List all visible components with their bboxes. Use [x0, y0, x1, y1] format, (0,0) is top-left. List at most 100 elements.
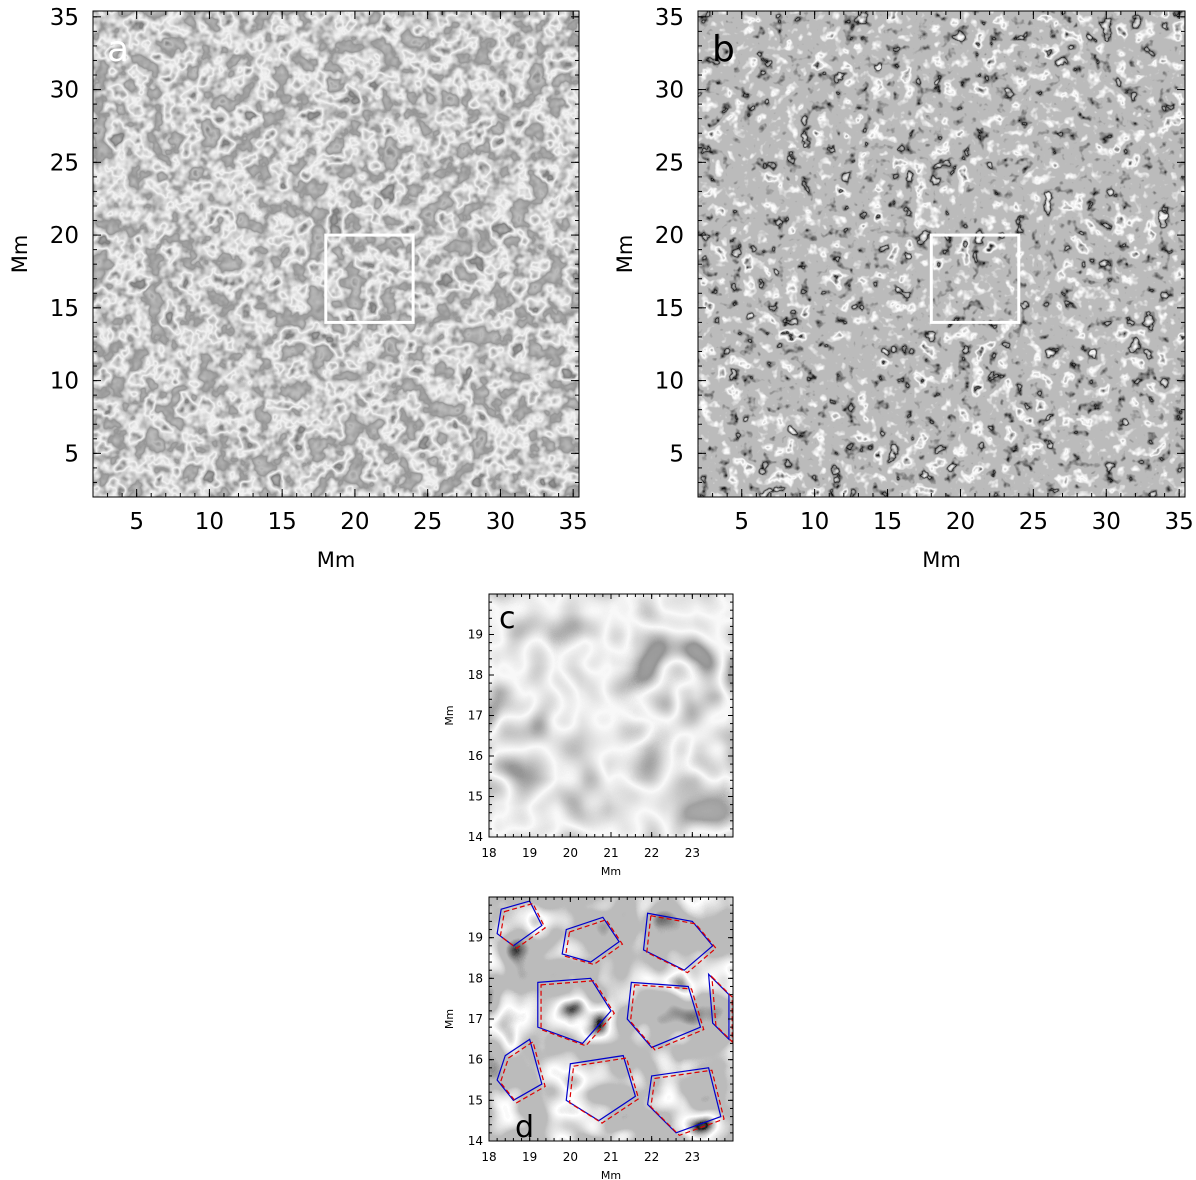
y-tick-label: 16	[468, 1053, 483, 1067]
x-tick-label: 10	[195, 509, 224, 535]
panel-d: 18 19 20 21 22 23 14 15 16 17 18 19 Mm Mm d	[443, 896, 734, 1180]
y-tick-label: 30	[50, 78, 79, 104]
y-tick-label: 14	[468, 1134, 483, 1148]
contour-solid	[561, 916, 620, 963]
panel-c-image	[489, 594, 733, 837]
x-tick-label: 20	[340, 509, 369, 535]
contour-dashed	[540, 980, 615, 1047]
panel-b-axes: 5 10 15 20 25 30 35 5 10 15 20 25 30 35	[655, 5, 1194, 535]
contour-solid	[537, 977, 612, 1045]
zoom-region-box	[929, 233, 1021, 324]
y-tick-label: 18	[468, 971, 483, 985]
panels-layer: 5 10 15 20 25 30 35 5 10 15 20 25 30 35 Mm Mm a 5 10 15 20 25…	[8, 5, 1194, 1180]
panel-b-image	[698, 11, 1185, 497]
y-tick-label: 17	[468, 1012, 483, 1026]
x-tick-label: 35	[559, 509, 588, 535]
x-tick-label: 25	[1019, 509, 1048, 535]
y-tick-label: 15	[50, 296, 79, 322]
y-tick-label: 5	[64, 441, 79, 467]
panel-a-frame	[92, 10, 580, 498]
x-tick-label: 19	[522, 1150, 537, 1164]
panel-c-axes: 18 19 20 21 22 23 14 15 16 17 18 19	[468, 593, 734, 860]
panel-a-axes: 5 10 15 20 25 30 35 5 10 15 20 25 30 35	[50, 5, 588, 535]
y-axis-label: Mm	[613, 235, 637, 274]
contour-solid	[642, 912, 714, 971]
y-tick-label: 18	[468, 668, 483, 682]
x-tick-label: 23	[685, 846, 700, 860]
y-tick-label: 14	[468, 830, 483, 844]
y-tick-label: 35	[50, 5, 79, 31]
contour-solid	[565, 1054, 637, 1122]
panel-letter: d	[515, 1110, 534, 1145]
x-tick-label: 5	[734, 509, 749, 535]
x-tick-label: 25	[413, 509, 442, 535]
y-tick-label: 10	[50, 369, 79, 395]
x-tick-label: 22	[644, 1150, 659, 1164]
y-axis-label: Mm	[8, 235, 32, 274]
contour-dashed	[711, 975, 733, 1044]
panel-a-image	[93, 11, 579, 497]
y-tick-label: 19	[468, 931, 483, 945]
panel-b: 5 10 15 20 25 30 35 5 10 15 20 25 30 35 Mm Mm b	[613, 5, 1194, 572]
panel-d-image	[489, 897, 733, 1141]
y-tick-label: 17	[468, 709, 483, 723]
x-tick-label: 19	[522, 846, 537, 860]
x-tick-label: 20	[563, 1150, 578, 1164]
x-tick-label: 22	[644, 846, 659, 860]
x-tick-label: 5	[129, 509, 144, 535]
panel-a: 5 10 15 20 25 30 35 5 10 15 20 25 30 35 Mm Mm a	[8, 5, 588, 572]
panel-d-axes: 18 19 20 21 22 23 14 15 16 17 18 19	[468, 896, 734, 1164]
x-axis-label: Mm	[317, 548, 356, 572]
x-tick-label: 23	[685, 1150, 700, 1164]
contour-dashed	[629, 984, 705, 1051]
y-tick-label: 35	[655, 5, 684, 31]
contour-solid	[626, 981, 702, 1049]
x-axis-label: Mm	[601, 865, 621, 878]
panel-b-frame	[697, 10, 1186, 498]
y-tick-label: 16	[468, 749, 483, 763]
y-tick-label: 15	[468, 1093, 483, 1107]
contour-dashed	[650, 1069, 725, 1137]
x-tick-label: 10	[800, 509, 829, 535]
contour-solid	[496, 1038, 543, 1102]
contour-dashed	[568, 1057, 640, 1124]
y-tick-label: 15	[655, 296, 684, 322]
y-tick-label: 5	[669, 441, 684, 467]
contour-dashed	[499, 902, 546, 949]
x-tick-label: 15	[268, 509, 297, 535]
panel-c: 18 19 20 21 22 23 14 15 16 17 18 19 Mm Mm c	[443, 593, 734, 878]
y-tick-label: 30	[655, 78, 684, 104]
panel-letter: a	[107, 29, 129, 70]
panel-letter: b	[712, 29, 735, 70]
x-tick-label: 18	[481, 1150, 496, 1164]
x-tick-label: 21	[603, 1150, 618, 1164]
contour-lines	[496, 900, 733, 1137]
y-tick-label: 25	[50, 150, 79, 176]
x-axis-label: Mm	[922, 548, 961, 572]
x-tick-label: 18	[481, 846, 496, 860]
contour-solid	[646, 1067, 722, 1134]
x-tick-label: 15	[873, 509, 902, 535]
y-axis-label: Mm	[443, 1009, 456, 1029]
contour-dashed	[499, 1040, 546, 1104]
y-tick-label: 20	[50, 223, 79, 249]
contour-solid	[496, 900, 543, 947]
y-tick-label: 20	[655, 223, 684, 249]
y-axis-label: Mm	[443, 705, 456, 725]
x-tick-label: 30	[486, 509, 515, 535]
x-axis-label: Mm	[601, 1169, 621, 1180]
y-tick-label: 25	[655, 150, 684, 176]
zoom-region-box	[324, 233, 415, 324]
panel-letter: c	[499, 601, 516, 636]
contour-dashed	[564, 919, 624, 966]
contour-solid	[707, 972, 730, 1041]
y-tick-label: 19	[468, 628, 483, 642]
x-tick-label: 35	[1165, 509, 1194, 535]
y-tick-label: 10	[655, 369, 684, 395]
y-tick-label: 15	[468, 790, 483, 804]
x-tick-label: 30	[1092, 509, 1121, 535]
x-tick-label: 20	[946, 509, 975, 535]
x-tick-label: 20	[563, 846, 578, 860]
x-tick-label: 21	[603, 846, 618, 860]
